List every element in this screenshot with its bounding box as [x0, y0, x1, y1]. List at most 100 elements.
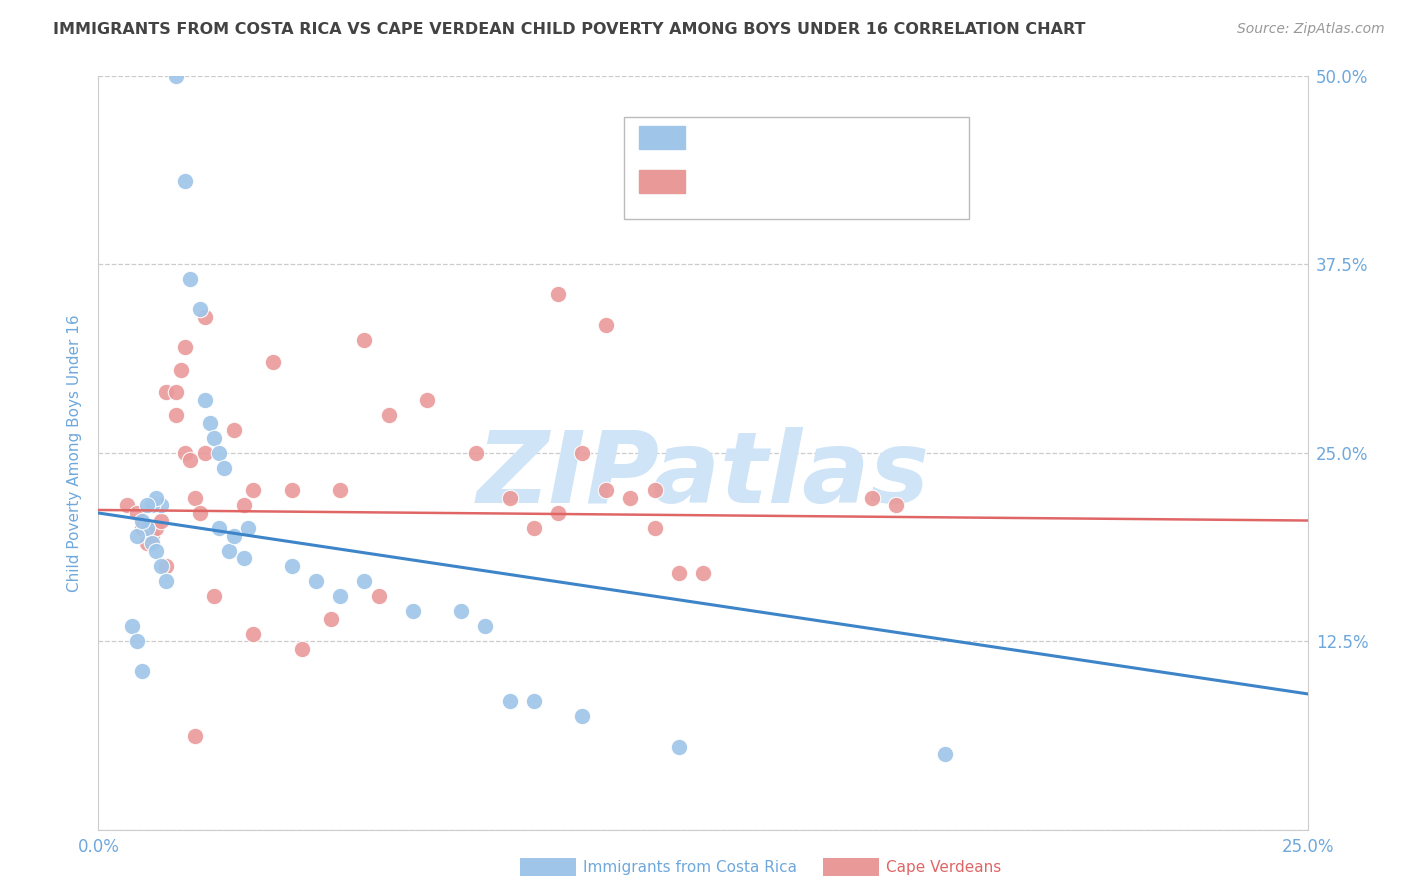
- Point: [377, 408, 399, 422]
- Text: R = -0.210: R = -0.210: [699, 128, 806, 146]
- Point: [188, 302, 211, 317]
- Point: [145, 521, 167, 535]
- Point: [547, 506, 569, 520]
- Point: [353, 574, 375, 588]
- Point: [184, 729, 207, 743]
- Bar: [638, 127, 685, 149]
- Point: [145, 543, 167, 558]
- Point: [131, 514, 153, 528]
- Point: [155, 558, 177, 573]
- Text: Source: ZipAtlas.com: Source: ZipAtlas.com: [1237, 22, 1385, 37]
- Text: R = -0.019: R = -0.019: [699, 172, 806, 190]
- Point: [165, 408, 187, 422]
- Point: [886, 499, 908, 513]
- Point: [232, 499, 254, 513]
- Point: [127, 506, 149, 520]
- Point: [595, 483, 617, 498]
- Point: [150, 514, 173, 528]
- Point: [416, 392, 439, 407]
- Point: [281, 558, 304, 573]
- Point: [402, 604, 425, 618]
- Point: [150, 499, 173, 513]
- Point: [131, 665, 153, 679]
- Point: [208, 445, 231, 460]
- Point: [668, 739, 690, 754]
- FancyBboxPatch shape: [624, 117, 969, 219]
- Point: [141, 499, 163, 513]
- Point: [169, 363, 191, 377]
- Point: [281, 483, 304, 498]
- Point: [127, 634, 149, 648]
- Point: [135, 536, 157, 550]
- Point: [188, 506, 211, 520]
- Point: [571, 445, 593, 460]
- Point: [232, 551, 254, 566]
- Point: [194, 310, 217, 324]
- Point: [353, 333, 375, 347]
- Point: [692, 566, 714, 581]
- Point: [668, 566, 690, 581]
- Point: [595, 318, 617, 332]
- Point: [242, 626, 264, 640]
- Point: [644, 483, 666, 498]
- Point: [319, 611, 342, 625]
- Point: [117, 499, 139, 513]
- Point: [619, 491, 641, 505]
- Point: [194, 445, 217, 460]
- Point: [174, 340, 197, 354]
- Point: [329, 483, 352, 498]
- Point: [208, 521, 231, 535]
- Point: [212, 460, 235, 475]
- Point: [523, 521, 546, 535]
- Text: N = 49: N = 49: [839, 172, 907, 190]
- Point: [571, 709, 593, 723]
- Point: [135, 499, 157, 513]
- Bar: [638, 170, 685, 193]
- Point: [145, 491, 167, 505]
- Point: [198, 416, 221, 430]
- Point: [165, 69, 187, 83]
- Text: N = 40: N = 40: [839, 128, 907, 146]
- Text: ZIPatlas: ZIPatlas: [477, 426, 929, 524]
- Point: [498, 491, 520, 505]
- Point: [644, 521, 666, 535]
- Point: [135, 521, 157, 535]
- Point: [242, 483, 264, 498]
- Point: [131, 521, 153, 535]
- Point: [204, 589, 226, 603]
- Point: [464, 445, 486, 460]
- Point: [204, 431, 226, 445]
- Point: [329, 589, 352, 603]
- Point: [523, 694, 546, 708]
- Point: [498, 694, 520, 708]
- Point: [141, 536, 163, 550]
- Point: [474, 619, 496, 633]
- Point: [860, 491, 883, 505]
- Point: [184, 491, 207, 505]
- Point: [155, 385, 177, 400]
- Point: [127, 528, 149, 542]
- Point: [305, 574, 328, 588]
- Point: [165, 385, 187, 400]
- Point: [174, 445, 197, 460]
- Text: Immigrants from Costa Rica: Immigrants from Costa Rica: [583, 860, 797, 874]
- Point: [174, 174, 197, 188]
- Point: [547, 287, 569, 301]
- Text: Cape Verdeans: Cape Verdeans: [886, 860, 1001, 874]
- Point: [121, 619, 143, 633]
- Point: [290, 641, 312, 656]
- Point: [934, 747, 956, 761]
- Point: [179, 453, 201, 467]
- Point: [194, 392, 217, 407]
- Point: [218, 543, 240, 558]
- Point: [222, 423, 245, 437]
- Point: [450, 604, 472, 618]
- Point: [141, 528, 163, 542]
- Text: IMMIGRANTS FROM COSTA RICA VS CAPE VERDEAN CHILD POVERTY AMONG BOYS UNDER 16 COR: IMMIGRANTS FROM COSTA RICA VS CAPE VERDE…: [53, 22, 1085, 37]
- Y-axis label: Child Poverty Among Boys Under 16: Child Poverty Among Boys Under 16: [67, 314, 83, 591]
- Point: [262, 355, 284, 369]
- Point: [238, 521, 260, 535]
- Point: [155, 574, 177, 588]
- Point: [150, 558, 173, 573]
- Point: [368, 589, 391, 603]
